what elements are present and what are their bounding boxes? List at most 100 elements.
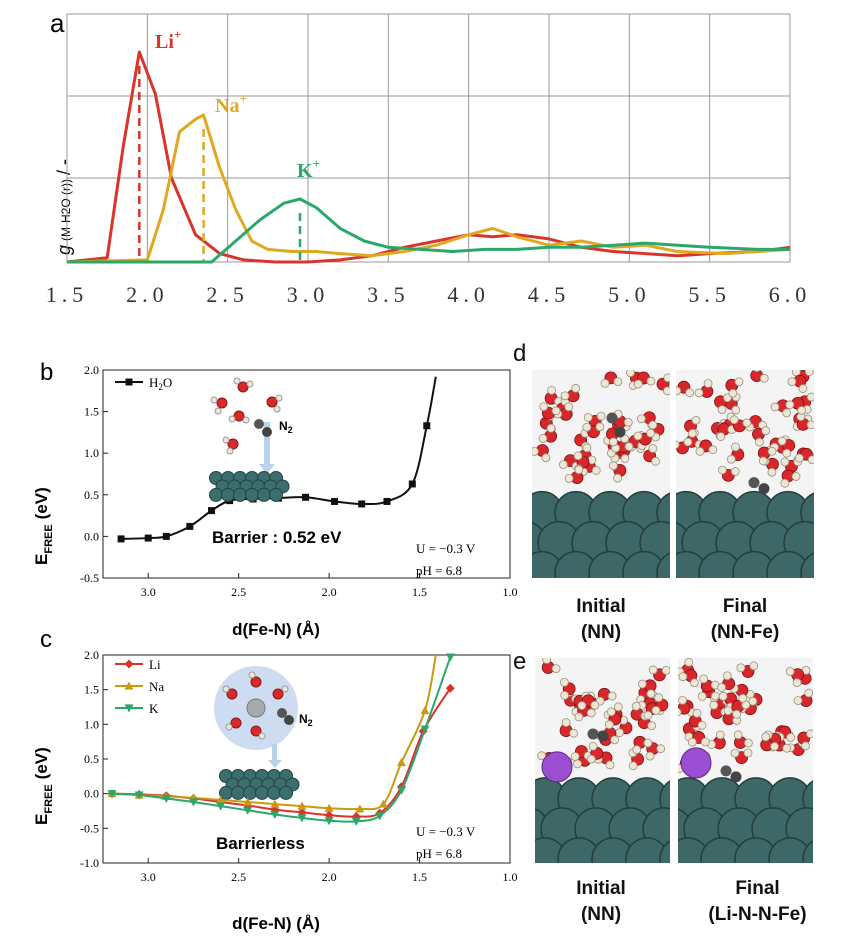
legend-marker-k [124, 704, 134, 713]
hydrogen-atom [676, 440, 680, 449]
hydrogen-atom [569, 728, 579, 738]
hydrogen-atom [623, 417, 633, 427]
hydrogen-atom [687, 737, 697, 747]
hydrogen-atom [541, 453, 551, 463]
hydrogen-atom [646, 376, 656, 386]
panel-label-c: c [40, 626, 52, 653]
hydrogen-atom [759, 373, 769, 383]
legend-marker-h2o [125, 378, 133, 386]
plot-area-b: 3.0 2.5 2.0 1.5 1.0 -0.5 0.0 0.5 1.0 1.5 2.0 H2O Bar… [80, 363, 518, 599]
hydrogen-atom [683, 437, 693, 447]
series-label-li: Li+ [155, 27, 181, 53]
data-point-k [351, 817, 361, 826]
hydrogen-atom [532, 447, 539, 456]
hydrogen-atom [546, 423, 556, 433]
hydrogen-atom [564, 473, 574, 483]
hydrogen-atom [551, 406, 561, 416]
condition-u: U = −0.3 V [416, 541, 476, 556]
lithium-atom [680, 747, 712, 779]
hydrogen-atom [801, 741, 810, 751]
hydrogen-atom [608, 437, 618, 447]
series-label-k: K+ [297, 156, 320, 182]
condition-ph: pH = 6.8 [416, 563, 462, 578]
y-tick-label: 0.5 [84, 488, 99, 502]
data-point-k [161, 794, 171, 804]
hydrogen-atom [806, 729, 813, 739]
chart-b: b EFREE(eV) d(Fe-N) (Å) 3.0 2.5 2.0 1.5 1.0 -… [32, 359, 518, 639]
data-point-na [420, 705, 430, 715]
data-point-k [420, 725, 430, 734]
condition-ph: pH = 6.8 [416, 846, 462, 861]
hydrogen-atom [591, 466, 601, 475]
snapshot-e-initial [535, 658, 670, 863]
hydrogen-atom [761, 732, 771, 742]
data-point-h2o [408, 480, 416, 488]
data-point-h2o [423, 422, 431, 430]
hydrogen-atom [542, 658, 552, 664]
data-point-na [355, 804, 365, 813]
hydrogen-atom [806, 420, 814, 430]
hydrogen-atom [656, 744, 666, 754]
x-tick-label: 1.0 [503, 585, 518, 599]
legend-label-h2o: H2O [149, 375, 172, 392]
data-point-h2o [358, 500, 366, 508]
x-tick-label: 3.0 [141, 585, 156, 599]
hydrogen-atom [742, 418, 752, 428]
svg-text:EFREE(eV): EFREE(eV) [32, 747, 55, 825]
data-point-na [324, 803, 334, 812]
fe-atom [233, 487, 247, 502]
hydrogen-atom [613, 473, 622, 483]
hydrogen-atom [722, 671, 732, 681]
x-tick-label: 5.0 [608, 282, 651, 307]
fe-atom [245, 487, 259, 502]
hydrogen-atom [613, 702, 623, 712]
data-point-h2o [331, 497, 339, 505]
y-tick-label: 1.5 [84, 683, 99, 697]
panel-label-a: a [50, 8, 65, 38]
hydrogen-atom [708, 445, 718, 455]
fe-slab-icon [209, 471, 290, 502]
hydrogen-atom [697, 720, 707, 730]
hydrogen-atom [539, 402, 549, 412]
hydrogen-atom [631, 701, 641, 711]
hydrogen-atom [590, 700, 600, 710]
hydrogen-atom [583, 413, 593, 422]
caption-e-final: Final (Li-N-N-Fe) [708, 878, 807, 925]
hydrogen-atom [633, 379, 643, 389]
hydrogen-atom [643, 710, 653, 720]
x-tick-label: 2.5 [231, 870, 246, 884]
hydrogen-atom [782, 448, 792, 458]
hydrogen-atom [767, 467, 777, 477]
n2-molecule-icon [277, 708, 294, 725]
nitrogen-atom [758, 483, 770, 495]
hydrogen-atom [626, 370, 635, 378]
nitrogen-atom [597, 730, 609, 742]
hydrogen-atom [648, 420, 658, 430]
hydrogen-atom [582, 422, 592, 432]
nitrogen-atom [606, 412, 618, 424]
n2-molecule-icon [254, 419, 272, 437]
hydrogen-atom [605, 760, 615, 770]
y-tick-label: 1.5 [84, 405, 99, 419]
y-tick-label: -0.5 [80, 571, 99, 585]
hydrogen-atom [561, 718, 571, 727]
chart-c: c EFREE(eV) d(Fe-N) (Å) N2 3.0 2.5 2.0 1.5 1… [32, 626, 518, 933]
hydrogen-atom [648, 444, 658, 453]
fe-atom [255, 785, 269, 800]
data-point-k [297, 814, 307, 823]
fe-atom [257, 487, 271, 502]
xlabel-b: d(Fe-N) (Å) [232, 620, 320, 639]
hydrogen-atom [684, 658, 694, 667]
hydrogen-atom [661, 665, 670, 675]
hydrogen-atom [758, 456, 768, 466]
hydrogen-atom [718, 691, 728, 701]
ylabel-a-tail: / - [54, 159, 74, 175]
hydrogen-atom [643, 738, 653, 748]
xlabel-c: d(Fe-N) (Å) [232, 914, 320, 933]
hydrogen-atom [804, 370, 814, 377]
hydrogen-atom [767, 446, 777, 456]
hydrogen-atom [607, 691, 617, 701]
snapshot-d-final [676, 370, 814, 578]
hydrogen-atom [690, 678, 699, 688]
hydrogen-atom [537, 751, 547, 761]
